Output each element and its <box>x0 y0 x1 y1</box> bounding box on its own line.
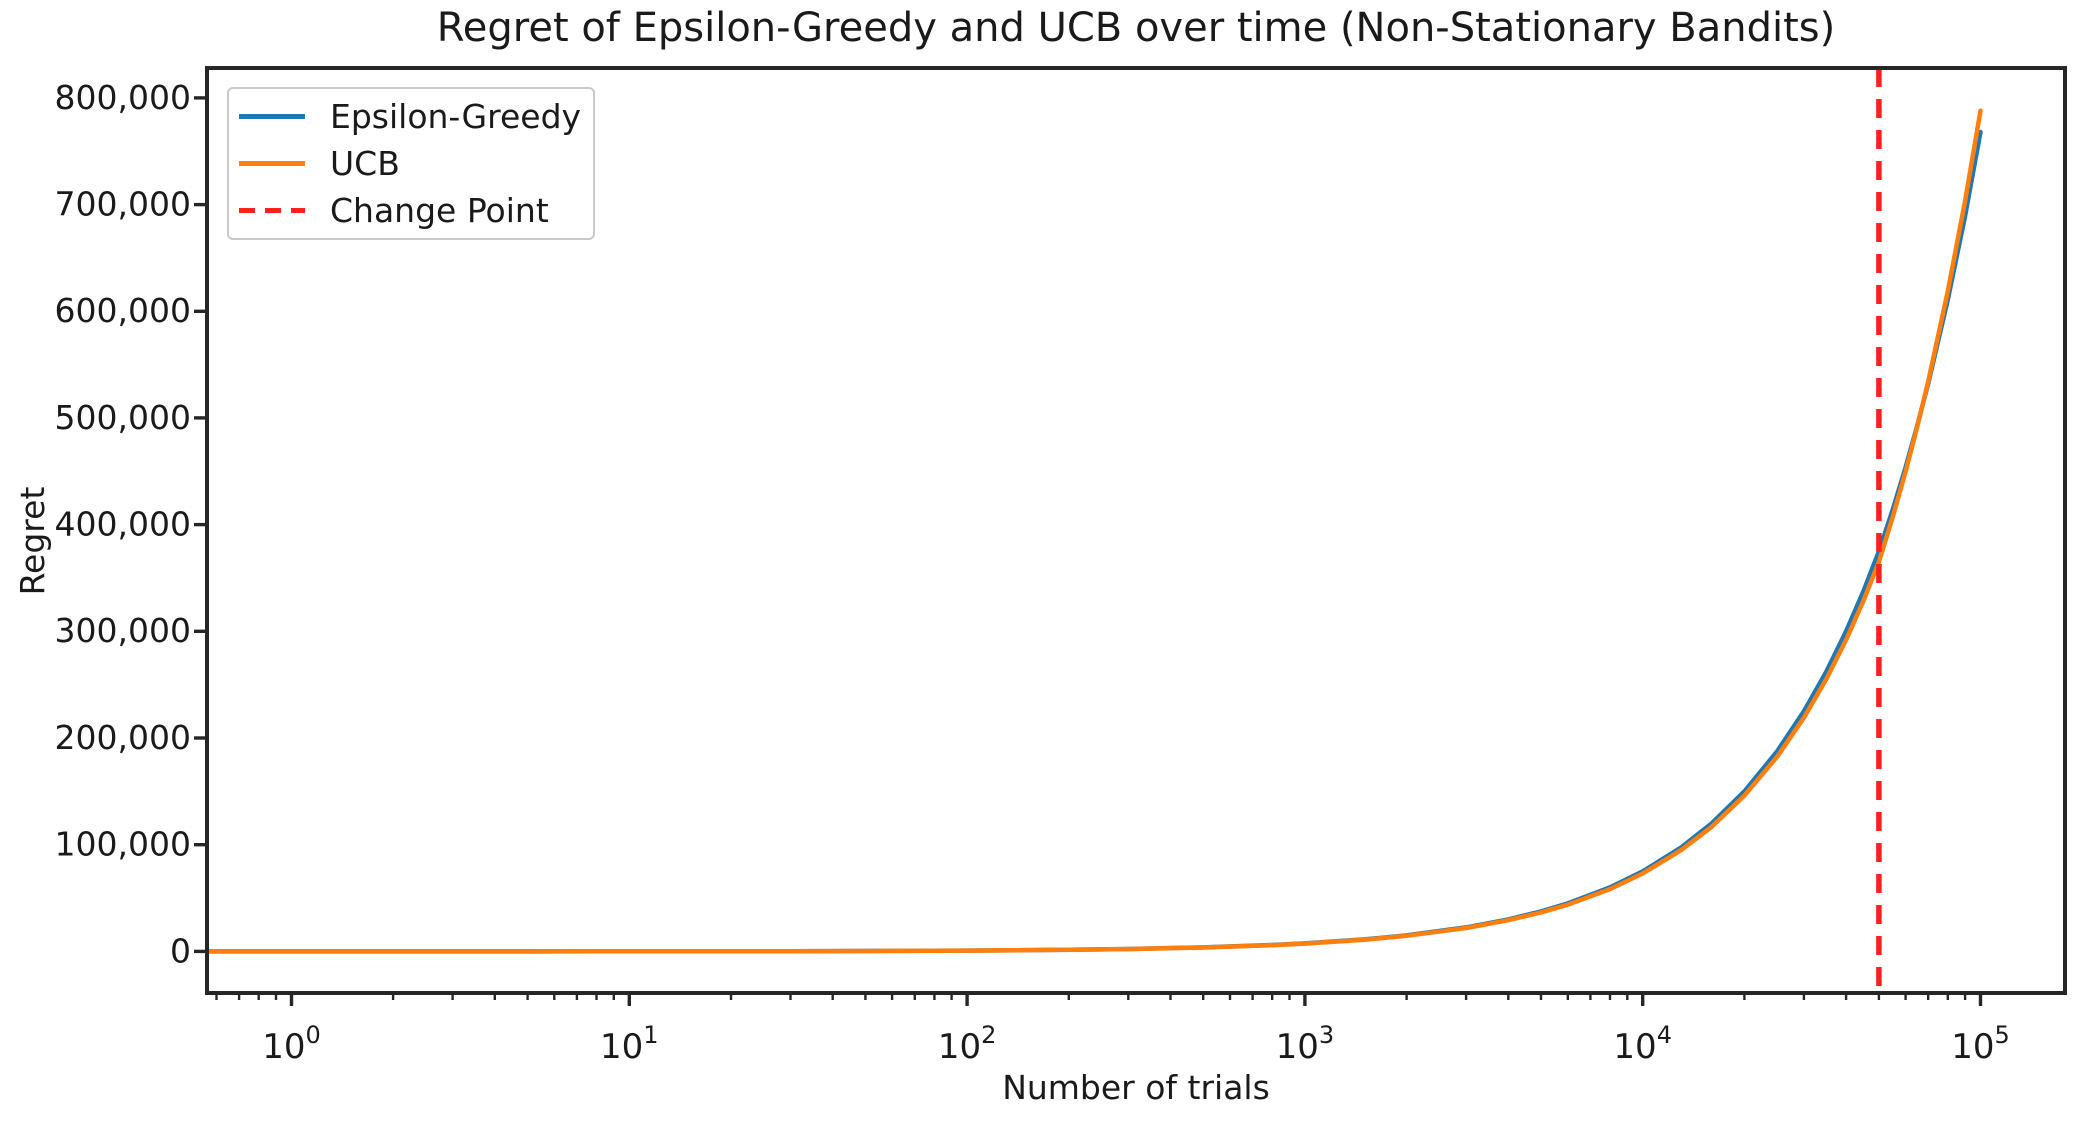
svg-text:500,000: 500,000 <box>55 398 191 437</box>
svg-text:100,000: 100,000 <box>55 825 191 864</box>
change-point-line-sample <box>239 208 305 213</box>
ucb-line-sample <box>239 161 305 166</box>
svg-text:100: 100 <box>262 1021 321 1067</box>
svg-text:700,000: 700,000 <box>55 184 191 223</box>
y-axis-ticks <box>194 96 207 954</box>
x-axis-label: Number of trials <box>1002 1068 1270 1107</box>
svg-text:104: 104 <box>1613 1021 1672 1067</box>
legend-label: Change Point <box>330 190 549 230</box>
series-line-epsilon-greedy <box>207 129 1983 954</box>
x-axis-tick-labels: 100 101 102 103 104 105 <box>262 1021 2010 1067</box>
svg-text:800,000: 800,000 <box>55 78 191 117</box>
legend-item-change-point: Change Point <box>239 191 583 231</box>
legend-label: UCB <box>330 143 400 183</box>
chart-title: Regret of Epsilon-Greedy and UCB over ti… <box>436 5 1836 51</box>
svg-text:400,000: 400,000 <box>55 504 191 543</box>
svg-text:200,000: 200,000 <box>55 718 191 757</box>
svg-text:300,000: 300,000 <box>55 611 191 650</box>
svg-text:0: 0 <box>170 931 191 970</box>
legend-label: Epsilon-Greedy <box>330 96 582 136</box>
svg-text:101: 101 <box>600 1021 659 1067</box>
epsilon-greedy-line-sample <box>239 114 305 119</box>
series-line-ucb <box>207 108 1983 954</box>
svg-text:103: 103 <box>1276 1021 1335 1067</box>
legend-item-ucb: UCB <box>239 144 583 184</box>
legend: Epsilon-Greedy UCB Change Point <box>227 87 595 240</box>
svg-text:600,000: 600,000 <box>55 291 191 330</box>
svg-text:102: 102 <box>938 1021 997 1067</box>
svg-text:105: 105 <box>1951 1021 2010 1067</box>
plot-border <box>205 66 2067 995</box>
y-axis-label: Regret <box>13 486 52 596</box>
y-axis-tick-labels: 0 100,000 200,000 300,000 400,000 500,000 600,… <box>55 78 191 971</box>
legend-item-epsilon-greedy: Epsilon-Greedy <box>239 97 583 137</box>
